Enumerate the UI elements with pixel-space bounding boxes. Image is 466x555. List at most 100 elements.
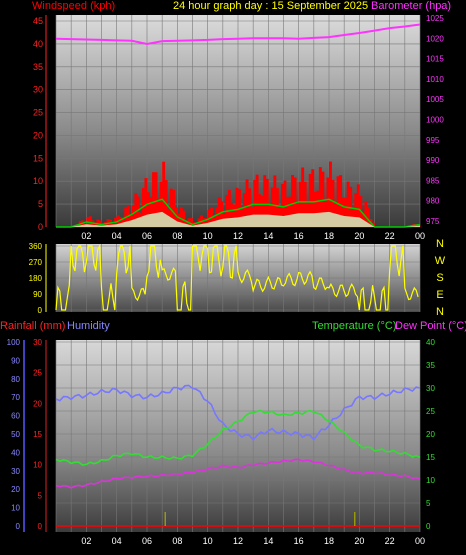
wind-bar — [265, 178, 269, 227]
rain-axis-tick: 30 — [33, 338, 42, 347]
wind-bar — [361, 212, 365, 227]
wind-bar — [243, 193, 246, 227]
rain-axis-tick: 0 — [38, 522, 43, 531]
wind-bar — [88, 216, 92, 227]
wind-axis-tick: 10 — [33, 176, 43, 186]
x-tick-label: 12 — [233, 536, 243, 546]
x-tick-label: 18 — [324, 231, 334, 241]
x-tick-label: 06 — [142, 231, 152, 241]
x-tick-label: 10 — [203, 536, 213, 546]
humidity-axis-tick: 100 — [7, 338, 21, 347]
wind-bar — [227, 190, 231, 227]
wind-bar — [344, 197, 348, 227]
wind-bar — [230, 202, 234, 227]
humidity-axis-tick: 90 — [11, 356, 20, 365]
wind-bar — [283, 180, 287, 227]
x-tick-label: 10 — [203, 231, 213, 241]
wind-bar — [288, 196, 292, 227]
wind-bar — [280, 183, 284, 227]
x-tick-label: 06 — [142, 536, 152, 546]
wind-axis-tick: 20 — [33, 130, 43, 140]
wind-bar — [326, 177, 330, 227]
x-tick-label: 08 — [172, 231, 182, 241]
wind-bar — [169, 188, 173, 227]
humidity-axis-tick: 20 — [11, 485, 20, 494]
temp-axis-tick: 10 — [426, 476, 435, 485]
humidity-axis-tick: 70 — [11, 393, 20, 402]
wind-axis-tick: 35 — [33, 62, 43, 72]
dewpoint-line — [55, 458, 421, 489]
humidity-line — [55, 384, 421, 442]
wind-bar — [232, 204, 236, 227]
dewpoint-title: Dew Point (°C) — [395, 320, 466, 332]
wind-bar — [76, 224, 80, 227]
wind-bar — [341, 197, 345, 227]
barometer-axis-tick: 1010 — [426, 75, 444, 84]
x-tick-label: 00 — [415, 536, 425, 546]
wind-bar — [293, 177, 297, 227]
barometer-axis-tick: 1015 — [426, 55, 444, 64]
x-tick-label: 14 — [263, 536, 273, 546]
rain-axis-tick: 15 — [33, 430, 42, 439]
wind-bar — [182, 210, 186, 227]
wind-bar — [301, 167, 305, 227]
barometer-axis-tick: 985 — [426, 176, 440, 185]
x-tick-label: 12 — [233, 231, 243, 241]
wind-bar — [273, 175, 277, 227]
humidity-axis-tick: 30 — [11, 467, 20, 476]
wind-bar — [303, 181, 307, 227]
wind-bar — [258, 194, 262, 227]
wind-bar — [245, 179, 249, 227]
x-tick-label: 16 — [294, 536, 304, 546]
x-tick-label: 02 — [81, 536, 91, 546]
wind-bar — [316, 190, 320, 227]
wind-axis-tick: 0 — [38, 222, 43, 232]
temp-axis-tick: 15 — [426, 453, 435, 462]
direction-axis-tick: 90 — [33, 290, 42, 299]
wind-axis-tick: 40 — [33, 39, 43, 49]
barometer-axis-tick: 1000 — [426, 116, 444, 125]
wind-bar — [286, 197, 289, 227]
wind-bar — [366, 206, 370, 227]
x-tick-label: 16 — [294, 231, 304, 241]
wind-bar — [93, 222, 97, 227]
wind-bar — [339, 175, 343, 227]
direction-axis-tick: 270 — [29, 258, 43, 267]
temp-axis-tick: 25 — [426, 407, 435, 416]
x-tick-label: 02 — [81, 231, 91, 241]
wind-bar — [275, 188, 279, 227]
wind-bar — [215, 207, 219, 227]
wind-bar — [291, 175, 295, 227]
wind-bar — [189, 218, 193, 227]
wind-bar — [313, 191, 317, 227]
compass-label: W — [435, 255, 446, 267]
humidity-axis-tick: 40 — [11, 448, 20, 457]
barometer-axis-tick: 1005 — [426, 95, 444, 104]
wind-bar — [298, 181, 302, 227]
compass-label: N — [436, 306, 444, 318]
temp-axis-tick: 20 — [426, 430, 435, 439]
wind-bar — [159, 181, 163, 227]
wind-bar — [134, 193, 138, 227]
temp-axis-tick: 30 — [426, 384, 435, 393]
wind-axis-tick: 25 — [33, 108, 43, 118]
direction-axis-tick: 360 — [29, 242, 43, 251]
x-tick-label: 08 — [172, 536, 182, 546]
wind-bar — [346, 181, 350, 227]
x-tick-label: 04 — [112, 231, 122, 241]
wind-bar — [235, 187, 239, 227]
direction-axis-tick: 180 — [29, 274, 43, 283]
wind-bar — [177, 213, 181, 227]
x-tick-label: 22 — [385, 536, 395, 546]
wind-bar — [119, 217, 123, 227]
wind-bar — [172, 189, 176, 227]
wind-axis-tick: 30 — [33, 85, 43, 95]
wind-bar — [270, 187, 274, 227]
wind-average-line — [56, 198, 421, 228]
rainfall-title: Rainfall (mm) — [0, 320, 66, 332]
wind-bar — [318, 167, 322, 227]
wind-axis-tick: 15 — [33, 153, 43, 163]
wind-bar — [253, 179, 257, 227]
x-tick-label: 00 — [415, 231, 425, 241]
